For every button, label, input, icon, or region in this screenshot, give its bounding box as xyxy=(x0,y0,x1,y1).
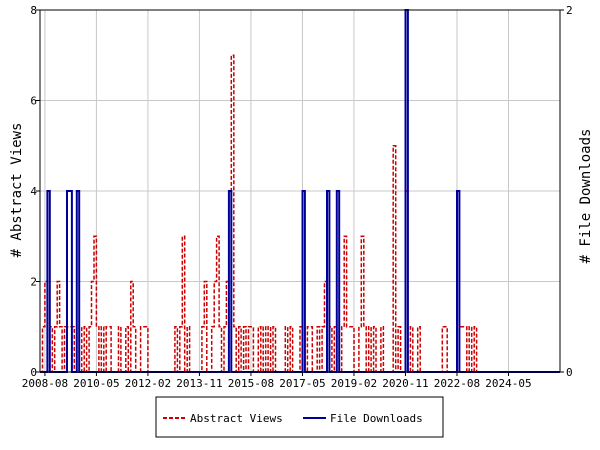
y-left-tick-label: 0 xyxy=(30,366,37,379)
y-right-tick-label: 0 xyxy=(566,366,573,379)
x-tick-label: 2010-05 xyxy=(73,377,119,390)
legend-label-file-downloads: File Downloads xyxy=(330,412,423,425)
x-tick-label: 2022-08 xyxy=(434,377,480,390)
x-tick-label: 2024-05 xyxy=(485,377,531,390)
y-left-tick-label: 2 xyxy=(30,276,37,289)
y-right-tick-label: 2 xyxy=(566,4,573,17)
x-tick-label: 2017-05 xyxy=(279,377,325,390)
legend: Abstract Views File Downloads xyxy=(155,396,444,438)
y-axis-left-title: # Abstract Views xyxy=(9,123,25,258)
x-tick-label: 2019-02 xyxy=(331,377,377,390)
x-tick-label: 2008-08 xyxy=(22,377,68,390)
y-left-tick-label: 8 xyxy=(30,4,37,17)
y-left-tick-label: 6 xyxy=(30,95,37,108)
x-tick-label: 2020-11 xyxy=(382,377,428,390)
legend-box xyxy=(155,396,444,438)
tick-layer: 2008-08 2010-05 2012-02 2013-11 2015-08 2017-… xyxy=(22,4,573,390)
x-tick-label: 2015-08 xyxy=(228,377,274,390)
y-axis-right-title: # File Downloads xyxy=(578,129,594,264)
x-tick-label: 2012-02 xyxy=(125,377,171,390)
x-tick-label: 2013-11 xyxy=(176,377,222,390)
y-left-tick-label: 4 xyxy=(30,185,37,198)
legend-label-abstract-views: Abstract Views xyxy=(190,412,283,425)
